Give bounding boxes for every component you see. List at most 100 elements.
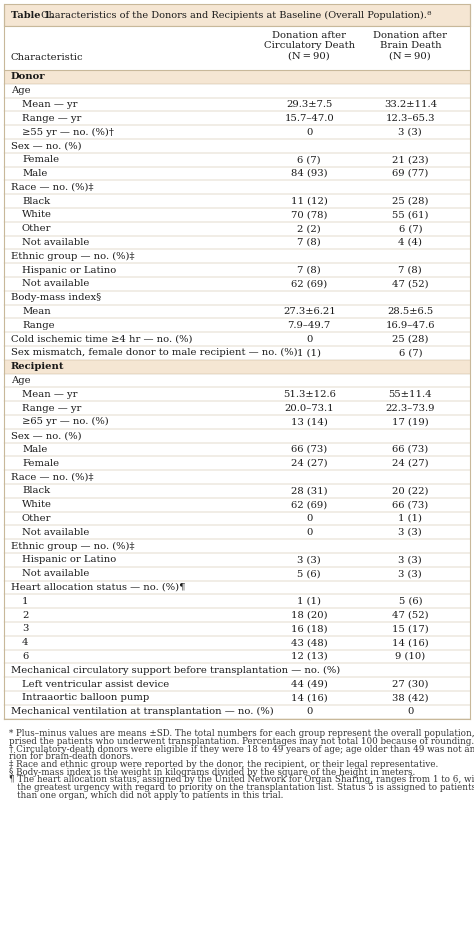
Text: 9 (10): 9 (10) [395, 652, 426, 661]
Text: 12 (13): 12 (13) [291, 652, 328, 661]
Bar [4, 153, 470, 166]
Bar [4, 222, 470, 236]
Text: 55±11.4: 55±11.4 [389, 389, 432, 399]
Text: 29.3±7.5: 29.3±7.5 [286, 100, 332, 109]
Text: 66 (73): 66 (73) [392, 500, 428, 509]
Text: 51.3±12.6: 51.3±12.6 [283, 389, 336, 399]
Text: Mean — yr: Mean — yr [22, 100, 78, 109]
Text: White: White [22, 500, 52, 509]
Bar [4, 649, 470, 663]
Bar [4, 139, 470, 153]
Text: 7 (8): 7 (8) [399, 265, 422, 275]
Bar [4, 111, 470, 125]
Bar [4, 498, 470, 512]
Bar [4, 567, 470, 581]
Text: 66 (73): 66 (73) [392, 445, 428, 454]
Bar [4, 609, 470, 622]
Text: 2 (2): 2 (2) [297, 224, 321, 233]
Text: Black: Black [22, 487, 50, 496]
Bar [4, 125, 470, 139]
Bar [4, 290, 470, 304]
Text: Male: Male [22, 169, 47, 178]
Text: 11 (12): 11 (12) [291, 197, 328, 205]
Text: Male: Male [22, 445, 47, 454]
Text: Sex — no. (%): Sex — no. (%) [11, 431, 82, 440]
Text: 0: 0 [407, 708, 413, 716]
Bar [4, 236, 470, 250]
Text: Range: Range [22, 321, 55, 330]
Text: 7.9–49.7: 7.9–49.7 [288, 321, 331, 330]
Bar [4, 250, 470, 264]
Text: Range — yr: Range — yr [22, 403, 82, 413]
Text: 0: 0 [306, 708, 312, 716]
Text: 66 (73): 66 (73) [291, 445, 328, 454]
Bar [4, 374, 470, 388]
Text: 5 (6): 5 (6) [297, 569, 321, 578]
Text: 3 (3): 3 (3) [399, 555, 422, 564]
Text: 62 (69): 62 (69) [291, 500, 328, 509]
Text: 4: 4 [22, 638, 28, 648]
Text: ‡ Race and ethnic group were reported by the donor, the recipient, or their lega: ‡ Race and ethnic group were reported by… [9, 760, 438, 769]
Text: the greatest urgency with regard to priority on the transplantation list. Status: the greatest urgency with regard to prio… [17, 783, 474, 792]
Bar [4, 539, 470, 553]
Text: 14 (16): 14 (16) [392, 638, 428, 648]
Text: 1 (1): 1 (1) [297, 597, 321, 606]
Text: Donation after
Brain Death
(N = 90): Donation after Brain Death (N = 90) [374, 31, 447, 61]
Text: Race — no. (%)‡: Race — no. (%)‡ [11, 473, 93, 482]
Text: 84 (93): 84 (93) [291, 169, 328, 178]
Bar [4, 456, 470, 470]
Text: 12.3–65.3: 12.3–65.3 [386, 114, 435, 123]
Text: Donation after
Circulatory Death
(N = 90): Donation after Circulatory Death (N = 90… [264, 31, 355, 61]
Text: 24 (27): 24 (27) [392, 459, 428, 468]
Text: Black: Black [22, 197, 50, 205]
Text: 33.2±11.4: 33.2±11.4 [384, 100, 437, 109]
Text: 16 (18): 16 (18) [291, 624, 328, 634]
Text: 6: 6 [22, 652, 28, 661]
Text: Recipient: Recipient [11, 363, 64, 371]
Text: 20.0–73.1: 20.0–73.1 [284, 403, 334, 413]
Bar [4, 635, 470, 649]
Text: than one organ, which did not apply to patients in this trial.: than one organ, which did not apply to p… [17, 791, 283, 800]
Text: 5 (6): 5 (6) [399, 597, 422, 606]
Text: 18 (20): 18 (20) [291, 610, 328, 620]
Text: Mechanical circulatory support before transplantation — no. (%): Mechanical circulatory support before tr… [11, 666, 340, 675]
Text: 55 (61): 55 (61) [392, 210, 428, 219]
Bar [4, 705, 470, 719]
Text: 0: 0 [306, 528, 312, 536]
Bar [4, 264, 470, 277]
Bar [4, 622, 470, 635]
Text: ≥55 yr — no. (%)†: ≥55 yr — no. (%)† [22, 128, 114, 137]
Bar [4, 484, 470, 498]
Bar [4, 84, 470, 98]
Text: 1: 1 [22, 597, 28, 606]
Text: Hispanic or Latino: Hispanic or Latino [22, 265, 116, 275]
Text: 7 (8): 7 (8) [297, 265, 321, 275]
Text: 6 (7): 6 (7) [399, 349, 422, 357]
Text: 7 (8): 7 (8) [297, 238, 321, 247]
Text: 15.7–47.0: 15.7–47.0 [284, 114, 334, 123]
Text: 6 (7): 6 (7) [399, 224, 422, 233]
Text: Characteristic: Characteristic [11, 53, 83, 62]
Text: 0: 0 [306, 514, 312, 523]
Bar [4, 98, 470, 111]
Text: 15 (17): 15 (17) [392, 624, 428, 634]
Text: 3 (3): 3 (3) [399, 128, 422, 137]
Text: 1 (1): 1 (1) [297, 349, 321, 357]
Bar [4, 180, 470, 194]
Text: Mean — yr: Mean — yr [22, 389, 78, 399]
Text: Heart allocation status — no. (%)¶: Heart allocation status — no. (%)¶ [11, 583, 185, 592]
Text: Not available: Not available [22, 528, 90, 536]
Bar [4, 346, 470, 360]
Text: 62 (69): 62 (69) [291, 279, 328, 289]
Text: 28 (31): 28 (31) [291, 487, 328, 496]
Text: Mean: Mean [22, 307, 51, 316]
Text: Age: Age [11, 376, 31, 385]
Bar [4, 360, 470, 374]
Text: 47 (52): 47 (52) [392, 610, 428, 620]
Text: Characteristics of the Donors and Recipients at Baseline (Overall Population).ª: Characteristics of the Donors and Recipi… [38, 10, 431, 19]
Text: Not available: Not available [22, 279, 90, 289]
Text: Body-mass index§: Body-mass index§ [11, 293, 101, 302]
Text: ¶ The heart allocation status, assigned by the United Network for Organ Sharing,: ¶ The heart allocation status, assigned … [9, 775, 474, 784]
Text: Table 1.: Table 1. [11, 10, 54, 19]
Text: 69 (77): 69 (77) [392, 169, 428, 178]
